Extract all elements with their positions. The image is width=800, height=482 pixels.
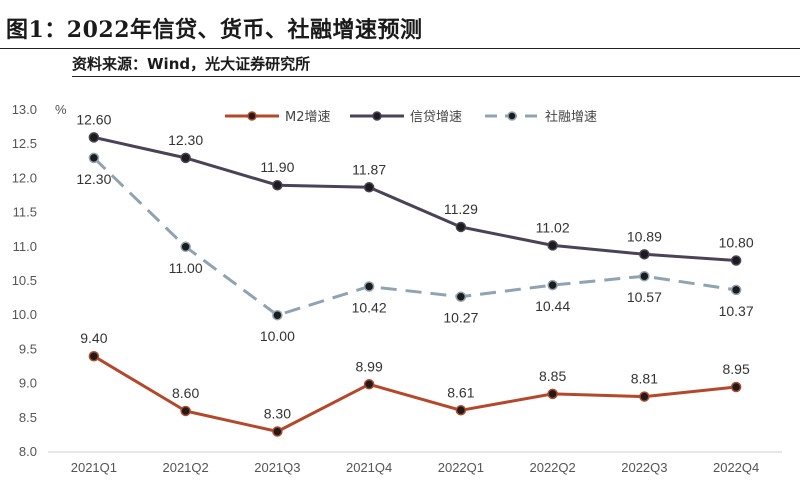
legend-marker [247, 111, 257, 121]
series-line [93, 354, 737, 433]
data-point [180, 405, 191, 417]
y-tick-label: 9.5 [19, 341, 37, 356]
x-tick-label: 2022Q3 [621, 460, 667, 475]
data-point [88, 132, 100, 143]
data-point [180, 241, 191, 253]
y-tick-label: 12.0 [12, 170, 37, 185]
chart-data-labels: 9.40 8.60 8.30 8.99 8.61 8.85 8.81 8.95 12.60 12.… [76, 111, 753, 421]
data-point [547, 388, 558, 400]
x-tick-label: 2021Q3 [254, 460, 300, 475]
chart-legend: M2增速 信贷增速 社融增速 [225, 109, 597, 125]
data-label: 10.42 [352, 299, 387, 315]
y-tick-label: 8.5 [19, 410, 37, 425]
x-tick-label: 2022Q4 [713, 460, 759, 475]
data-point [639, 270, 650, 282]
figure-title: 图1：2022年信贷、货币、社融增速预测 [6, 17, 423, 43]
data-point [88, 152, 100, 164]
data-point [730, 255, 742, 266]
data-label: 12.30 [76, 171, 111, 187]
data-label: 8.60 [172, 385, 199, 401]
data-point [455, 291, 467, 302]
legend-label: 信贷增速 [410, 110, 462, 125]
y-tick-label: 12.5 [12, 136, 37, 151]
data-point [639, 249, 650, 260]
data-label: 10.89 [627, 228, 662, 244]
source-divider [72, 76, 800, 77]
data-label: 10.27 [443, 310, 478, 326]
legend-label: M2增速 [285, 110, 331, 125]
data-label: 11.87 [352, 161, 386, 177]
data-point [180, 152, 191, 164]
data-label: 10.80 [719, 234, 754, 250]
data-point [547, 279, 558, 291]
chart-series-lines [92, 135, 737, 433]
figure-source: 资料来源：Wind，光大证券研究所 [72, 55, 311, 73]
data-point [547, 240, 558, 251]
data-point [455, 405, 467, 416]
data-point [730, 284, 742, 296]
x-tick-label: 2021Q1 [71, 460, 117, 475]
y-tick-label: 10.5 [12, 273, 37, 288]
legend-marker [372, 111, 382, 121]
data-point [363, 182, 375, 193]
data-label: 8.95 [723, 361, 750, 377]
data-point [455, 221, 467, 233]
y-tick-label: 10.0 [12, 307, 37, 322]
data-label: 11.02 [536, 219, 570, 235]
title-divider [0, 48, 800, 49]
data-point [272, 309, 283, 321]
y-tick-label: 13.0 [12, 102, 37, 117]
data-label: 10.44 [535, 298, 570, 314]
y-axis-unit: % [55, 102, 67, 117]
data-point [272, 179, 283, 191]
data-point [363, 281, 375, 292]
data-label: 10.37 [719, 303, 754, 319]
data-point [639, 391, 650, 402]
y-tick-label: 9.0 [19, 376, 37, 391]
series-line [92, 156, 737, 317]
data-point [272, 426, 283, 437]
data-label: 10.00 [260, 328, 295, 344]
legend-label: 社融增速 [545, 109, 597, 125]
data-label: 8.61 [447, 384, 474, 400]
y-tick-label: 8.0 [19, 444, 37, 459]
chart-axes: 8.0 8.5 9.0 9.5 10.0 10.5 11.0 11.5 12.0 12.5 13.0… [12, 102, 782, 475]
x-tick-label: 2022Q2 [529, 460, 575, 475]
data-label: 11.29 [444, 201, 478, 217]
data-label: 8.81 [631, 371, 658, 387]
chart-data-points [88, 132, 742, 437]
x-tick-label: 2021Q2 [162, 460, 208, 475]
x-tick-label: 2022Q1 [438, 460, 484, 475]
data-label: 11.90 [260, 159, 294, 175]
data-label: 8.99 [356, 358, 383, 374]
data-point [363, 379, 375, 390]
data-label: 12.30 [168, 132, 203, 148]
series-line [93, 135, 737, 262]
y-tick-label: 11.0 [13, 239, 37, 254]
data-label: 11.00 [169, 260, 203, 276]
data-label: 12.60 [76, 111, 111, 127]
data-label: 9.40 [80, 330, 107, 346]
data-label: 8.30 [264, 405, 291, 421]
legend-marker [507, 111, 517, 121]
data-label: 8.85 [539, 368, 566, 384]
data-label: 10.57 [627, 289, 662, 305]
x-tick-label: 2021Q4 [346, 460, 392, 475]
data-point [730, 381, 742, 393]
data-point [88, 350, 100, 362]
y-tick-label: 11.5 [13, 205, 37, 220]
